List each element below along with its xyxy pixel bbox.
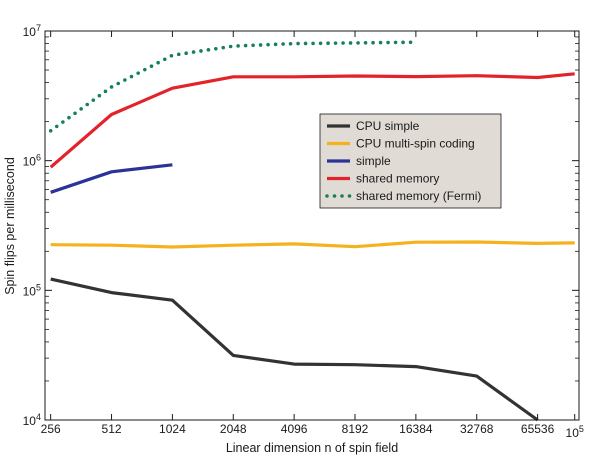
y-tick-label: 104 <box>23 412 41 428</box>
series-line-simple <box>50 163 173 194</box>
x-tick-label: 256 <box>41 422 61 436</box>
series-layer <box>48 40 575 422</box>
legend-label: shared memory <box>356 172 439 186</box>
x-tick-label: 65536 <box>521 422 555 436</box>
plot-background <box>45 31 579 420</box>
x-tick-label: 8192 <box>342 422 369 436</box>
plot-frame <box>44 30 580 421</box>
x-tick-label: 105 <box>566 424 584 440</box>
x-tick-label: 16384 <box>399 422 433 436</box>
x-tick-label: 32768 <box>460 422 494 436</box>
x-axis-label: Linear dimension n of spin field <box>226 441 398 455</box>
y-tick-label: 107 <box>23 23 41 39</box>
series-line-shared-memory-fermi <box>48 40 418 133</box>
legend-label: CPU simple <box>356 119 420 133</box>
x-tick-label: 1024 <box>159 422 186 436</box>
series-line-cpu-multi-spin-coding <box>50 240 575 249</box>
tick-layer: 256 512 1024 2048 4096 8192 16384 32768 65536 105… <box>23 23 584 440</box>
y-axis-label: Spin flips per millisecond <box>3 157 17 295</box>
y-tick-label: 105 <box>23 282 41 298</box>
legend-label: simple <box>356 154 391 168</box>
series-line-cpu-simple <box>50 277 539 422</box>
legend: CPU simple CPU multi-spin coding simple sha… <box>319 113 502 209</box>
x-tick-label: 4096 <box>281 422 308 436</box>
x-tick-label: 512 <box>102 422 122 436</box>
legend-label: shared memory (Fermi) <box>356 189 481 203</box>
x-tick-label: 2048 <box>220 422 247 436</box>
legend-box <box>319 113 502 209</box>
legend-label: CPU multi-spin coding <box>356 137 475 151</box>
series-line-shared-memory <box>49 72 575 169</box>
y-tick-label: 106 <box>23 153 41 169</box>
